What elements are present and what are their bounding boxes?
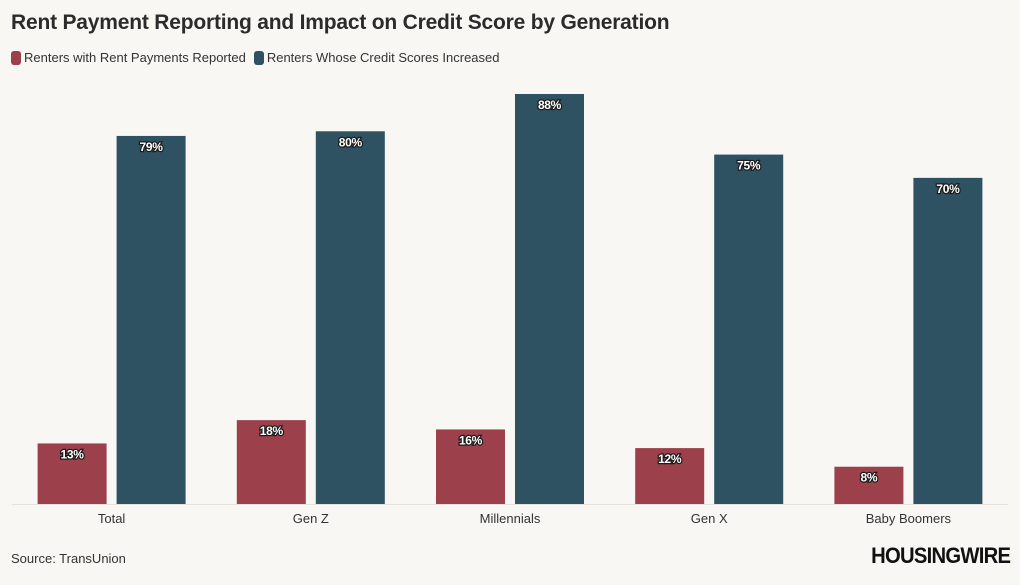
housingwire-logo: HOUSINGWIRE [870, 543, 1011, 568]
legend-label-increased: Renters Whose Credit Scores Increased [266, 50, 500, 65]
data-label-increased-total: 79% [140, 140, 164, 154]
bar-reported-gen-x [635, 448, 705, 504]
chart-title: Rent Payment Reporting and Impact on Cre… [11, 11, 670, 34]
x-tick-label-total: Total [98, 511, 126, 526]
data-label-reported-gen-x: 12% [658, 452, 682, 466]
x-tick-label-baby-boomers: Baby Boomers [866, 511, 952, 526]
legend-swatch-reported [11, 50, 21, 65]
bar-increased-gen-x [714, 154, 784, 504]
legend-label-reported: Renters with Rent Payments Reported [24, 50, 246, 65]
data-label-reported-baby-boomers: 8% [861, 471, 878, 485]
legend-swatch-increased [253, 50, 264, 65]
x-tick-label-gen-x: Gen X [691, 511, 728, 526]
legend: Renters with Rent Payments Reported Rent… [11, 50, 507, 65]
data-label-increased-baby-boomers: 70% [936, 182, 960, 196]
bar-increased-gen-z [315, 131, 385, 505]
source-note: Source: TransUnion [11, 551, 126, 566]
data-label-increased-gen-x: 75% [737, 159, 761, 173]
bar-reported-baby-boomers [834, 466, 904, 504]
x-tick-label-gen-z: Gen Z [293, 511, 329, 526]
bar-reported-total [37, 443, 107, 504]
data-label-increased-gen-z: 80% [339, 135, 363, 149]
bar-reported-gen-z [236, 420, 306, 504]
legend-item-increased: Renters Whose Credit Scores Increased [253, 50, 500, 65]
data-label-reported-gen-z: 18% [260, 424, 284, 438]
data-label-reported-millennials: 16% [459, 433, 483, 447]
data-label-reported-total: 13% [61, 447, 85, 461]
data-label-increased-millennials: 88% [538, 98, 562, 112]
bar-increased-millennials [515, 94, 584, 504]
x-tick-label-millennials: Millennials [480, 511, 541, 526]
bar-increased-total [116, 135, 186, 504]
bar-reported-millennials [436, 429, 505, 504]
legend-item-reported: Renters with Rent Payments Reported [11, 50, 246, 65]
bar-increased-baby-boomers [913, 177, 983, 504]
